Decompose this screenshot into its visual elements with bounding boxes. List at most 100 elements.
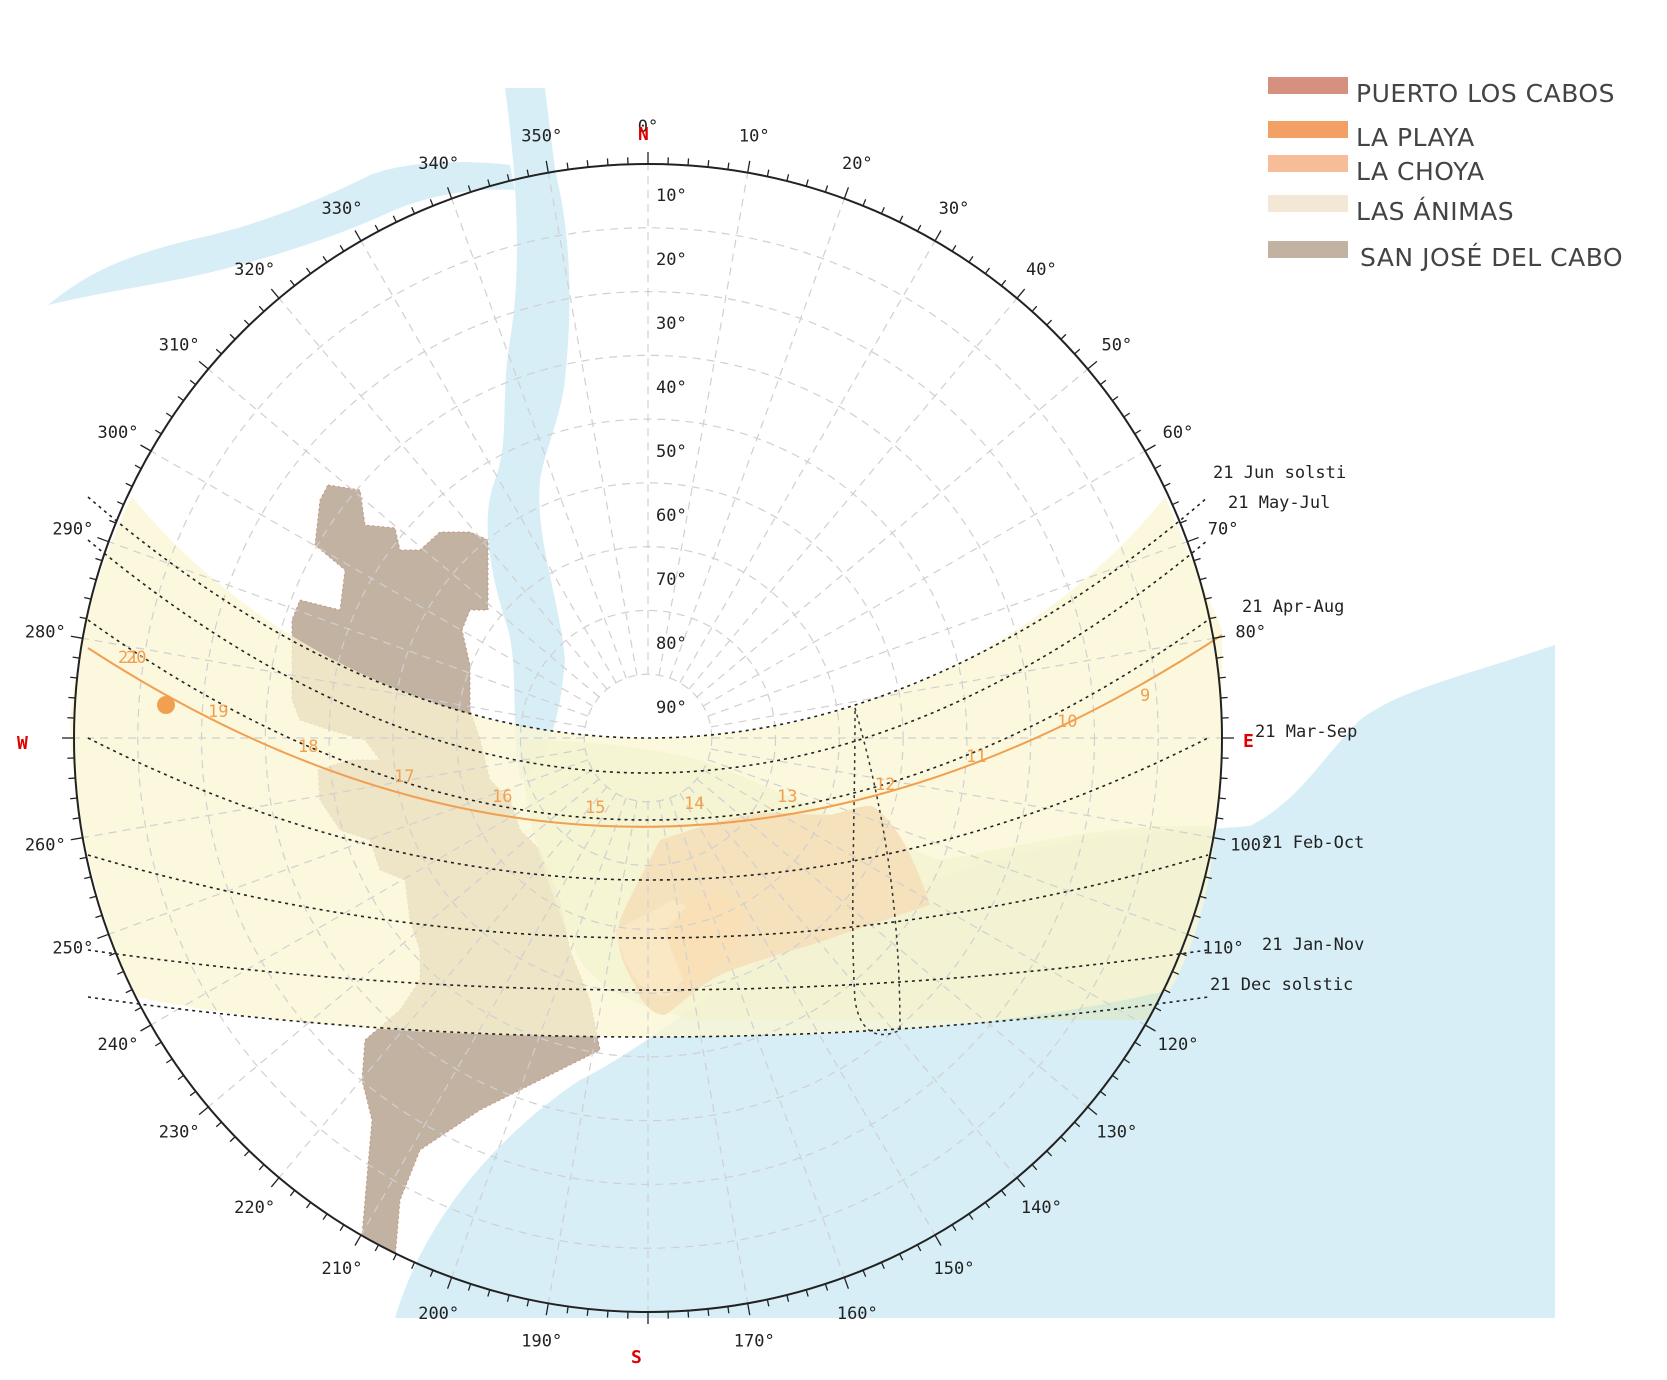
hour-label: 10 <box>1057 712 1077 732</box>
azimuth-label: 280° <box>25 623 66 643</box>
rim-tick <box>95 558 102 560</box>
rim-tick <box>126 990 132 993</box>
rim-tick <box>1216 818 1223 819</box>
sun-path-band <box>70 497 1222 1037</box>
rim-tick <box>1017 289 1025 298</box>
rim-tick <box>412 207 415 213</box>
rim-tick <box>84 597 91 599</box>
rim-tick <box>97 934 108 938</box>
rim-tick <box>587 1309 588 1316</box>
rim-tick <box>80 617 87 618</box>
altitude-label: 40° <box>656 378 687 398</box>
rim-tick <box>1200 578 1207 580</box>
rim-tick <box>1075 349 1080 354</box>
sun-path-label: 21 Jun solsti <box>1213 463 1346 483</box>
rim-tick <box>1061 334 1066 339</box>
rim-tick <box>1145 445 1155 451</box>
rim-tick <box>323 256 327 262</box>
rim-tick <box>1100 380 1106 384</box>
legend: PUERTO LOS CABOS LA PLAYA LA CHOYA LAS Á… <box>1268 75 1648 275</box>
rim-tick <box>199 1107 208 1115</box>
sun-path-label: 21 Apr-Aug <box>1242 597 1344 617</box>
rim-tick <box>95 915 102 917</box>
azimuth-line <box>680 241 935 683</box>
azimuth-label: 140° <box>1021 1198 1062 1218</box>
rim-tick <box>135 465 141 468</box>
rim-tick <box>1219 798 1226 799</box>
rim-tick <box>340 245 344 251</box>
cardinal-west: W <box>17 733 28 754</box>
bay-inlet <box>488 88 570 780</box>
rim-tick <box>393 1254 396 1260</box>
rim-tick <box>708 160 709 167</box>
azimuth-label: 60° <box>1163 423 1194 443</box>
altitude-label: 50° <box>656 442 687 462</box>
rim-tick <box>90 578 97 580</box>
legend-item-la-playa: LA PLAYA <box>1268 115 1648 155</box>
rim-tick <box>430 199 433 205</box>
hour-label: 13 <box>777 787 797 807</box>
rim-tick <box>230 1137 235 1142</box>
azimuth-label: 340° <box>418 154 459 174</box>
rim-tick <box>109 520 115 523</box>
rim-tick <box>935 231 941 241</box>
hour-label: 16 <box>492 787 512 807</box>
rim-tick <box>80 857 87 858</box>
rim-tick <box>393 216 396 222</box>
rim-tick <box>1124 413 1130 417</box>
rim-tick <box>1172 502 1178 505</box>
rim-tick <box>90 896 97 898</box>
sun-position-marker <box>157 696 175 714</box>
rim-tick <box>216 1122 221 1127</box>
hour-label: 21 <box>118 648 138 668</box>
legend-item-san-jose-del-cabo: SAN JOSÉ DEL CABO <box>1268 235 1648 275</box>
azimuth-label: 130° <box>1096 1122 1137 1142</box>
cardinal-north: N <box>638 124 649 145</box>
rim-tick <box>969 256 973 262</box>
rim-tick <box>1001 280 1005 286</box>
legend-item-puerto-los-cabos: PUERTO LOS CABOS <box>1268 75 1648 115</box>
rim-tick <box>290 1190 294 1196</box>
azimuth-label: 200° <box>418 1304 459 1324</box>
azimuth-line <box>659 173 748 675</box>
azimuth-label: 40° <box>1026 260 1057 280</box>
sun-path-label: 21 Mar-Sep <box>1255 722 1357 742</box>
legend-swatch <box>1268 195 1348 212</box>
azimuth-line <box>689 298 1017 689</box>
azimuth-label: 230° <box>159 1122 200 1142</box>
legend-swatch <box>1268 77 1348 94</box>
azimuth-label: 80° <box>1235 623 1266 643</box>
rim-tick <box>917 225 920 231</box>
rim-tick <box>178 396 184 400</box>
hour-label: 12 <box>875 775 895 795</box>
rim-tick <box>323 1214 327 1220</box>
rim-tick <box>216 349 221 354</box>
rim-tick <box>1187 538 1198 542</box>
azimuth-label: 170° <box>734 1332 775 1352</box>
hour-label: 19 <box>208 702 228 722</box>
rim-tick <box>748 161 750 173</box>
hour-label: 11 <box>966 747 986 767</box>
azimuth-label: 350° <box>521 126 562 146</box>
legend-swatch <box>1268 155 1348 172</box>
rim-tick <box>881 207 884 213</box>
rim-tick <box>728 163 729 170</box>
rim-tick <box>1219 677 1226 678</box>
rim-tick <box>271 289 279 298</box>
azimuth-label: 190° <box>521 1332 562 1352</box>
rim-tick <box>863 199 866 205</box>
rim-tick <box>166 413 172 417</box>
azimuth-label: 240° <box>98 1035 139 1055</box>
rim-tick <box>587 160 588 167</box>
rim-tick <box>244 320 249 325</box>
rim-tick <box>84 877 91 879</box>
azimuth-label: 120° <box>1158 1035 1199 1055</box>
river-branch <box>48 162 515 305</box>
rim-tick <box>135 1007 141 1010</box>
rim-tick <box>825 185 827 192</box>
rim-tick <box>708 1309 709 1316</box>
azimuth-line <box>670 199 845 678</box>
azimuth-label: 330° <box>322 199 363 219</box>
azimuth-label: 110° <box>1203 938 1244 958</box>
